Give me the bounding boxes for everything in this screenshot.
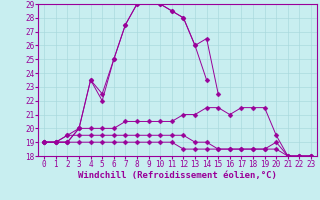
X-axis label: Windchill (Refroidissement éolien,°C): Windchill (Refroidissement éolien,°C) <box>78 171 277 180</box>
